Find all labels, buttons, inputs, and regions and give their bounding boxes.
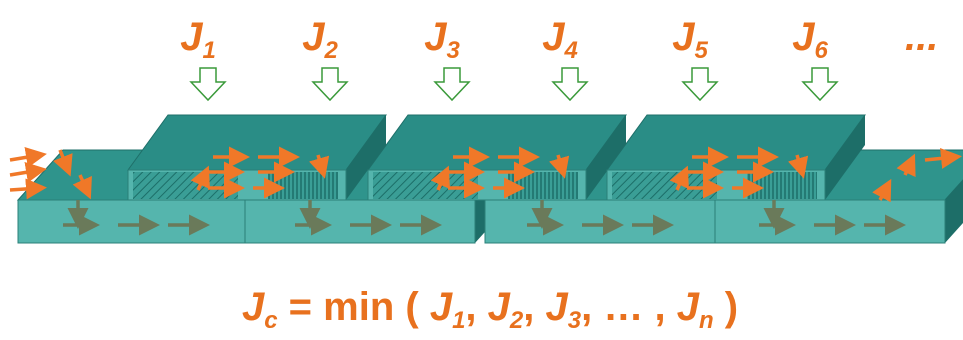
label-main: J <box>180 15 203 59</box>
formula-sub: c <box>264 307 277 334</box>
label-sub: 6 <box>814 37 828 64</box>
down-arrow <box>683 68 717 100</box>
overlap-hatch <box>133 172 238 199</box>
label-sub: 1 <box>202 37 215 64</box>
bottom-slab-front <box>485 200 715 243</box>
formula-part: , … , <box>581 285 677 329</box>
overlap-hatch <box>373 172 478 199</box>
label-sub: 2 <box>323 37 338 64</box>
formula-sub: 3 <box>568 307 582 334</box>
label-main: J <box>672 15 695 59</box>
label-main: J <box>302 15 325 59</box>
down-arrow <box>435 68 469 100</box>
formula-part: J <box>242 285 265 329</box>
formula-part: ) <box>714 285 738 329</box>
overlap-lines <box>268 172 338 199</box>
formula-part: J <box>677 285 700 329</box>
down-arrow <box>803 68 837 100</box>
current-label: J6 <box>792 15 828 64</box>
down-arrow <box>553 68 587 100</box>
label-main: J <box>792 15 815 59</box>
current-label: J2 <box>302 15 338 64</box>
label-main: J <box>424 15 447 59</box>
top-slab-top <box>368 115 626 170</box>
formula-sub: n <box>699 307 714 334</box>
label-sub: 4 <box>563 37 577 64</box>
bottom-slab-front <box>245 200 475 243</box>
top-slab-top <box>607 115 865 170</box>
bottom-slab-front <box>18 200 248 243</box>
formula-part: J <box>546 285 569 329</box>
bottom-slab-front <box>715 200 945 243</box>
ellipsis: ... <box>905 15 938 59</box>
current-label: J3 <box>424 15 460 64</box>
current-label: J4 <box>542 15 578 64</box>
arrow <box>10 170 40 175</box>
overlap-lines <box>508 172 578 199</box>
diagram: J1J2J3J4J5J6 ... Jc = min ( J1, J2, J3, … <box>0 0 963 340</box>
arrow <box>10 155 40 160</box>
down-arrow <box>313 68 347 100</box>
formula-part: J <box>488 285 511 329</box>
top-slab-top <box>128 115 386 170</box>
formula-part: , <box>523 285 545 329</box>
overlap-hatch <box>612 172 717 199</box>
arrow <box>10 188 40 190</box>
current-label: J1 <box>180 15 216 64</box>
current-label: J5 <box>672 15 708 64</box>
label-main: J <box>542 15 565 59</box>
formula-sub: 2 <box>509 307 524 334</box>
formula-part: = min ( <box>278 285 430 329</box>
formula-sub: 1 <box>452 307 465 334</box>
down-arrow <box>191 68 225 100</box>
overlap-lines <box>747 172 817 199</box>
formula-part: J <box>430 285 453 329</box>
formula: Jc = min ( J1, J2, J3, … , Jn ) <box>242 285 738 334</box>
label-sub: 5 <box>694 37 708 64</box>
formula-part: , <box>465 285 487 329</box>
label-sub: 3 <box>446 37 460 64</box>
